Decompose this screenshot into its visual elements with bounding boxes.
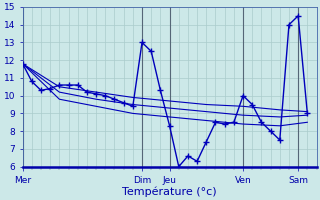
- X-axis label: Température (°c): Température (°c): [122, 186, 217, 197]
